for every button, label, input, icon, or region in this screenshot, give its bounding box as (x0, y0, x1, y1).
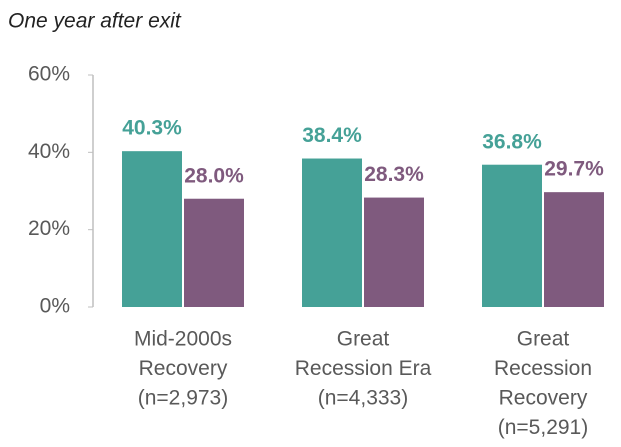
bar (544, 192, 604, 307)
value-label: 36.8% (482, 130, 542, 153)
bar (364, 197, 424, 307)
bar (482, 164, 542, 307)
y-tick-label: 0% (40, 295, 70, 318)
x-tick-label: Recovery (499, 387, 588, 410)
y-tick-label: 60% (28, 63, 70, 86)
value-label: 29.7% (544, 158, 604, 181)
value-label: 28.0% (184, 164, 244, 187)
x-tick-label: (n=2,973) (138, 387, 228, 410)
bar (122, 151, 182, 307)
value-label: 28.3% (364, 163, 424, 186)
chart-subtitle: One year after exit (8, 10, 182, 33)
x-tick-label: Great (337, 328, 390, 351)
x-tick-label: Great (517, 328, 570, 351)
bar (302, 158, 362, 307)
y-tick-label: 20% (28, 217, 70, 240)
x-tick-label: Recession Era (295, 357, 432, 380)
value-label: 40.3% (122, 117, 182, 140)
value-label: 38.4% (302, 124, 362, 147)
x-tick-label: Recovery (139, 357, 228, 380)
x-tick-label: Recession (494, 357, 592, 380)
bar (184, 198, 244, 307)
y-tick-label: 40% (28, 140, 70, 163)
x-tick-label: (n=4,333) (318, 387, 408, 410)
x-tick-label: Mid-2000s (134, 328, 232, 351)
x-tick-label: (n=5,291) (498, 416, 588, 439)
